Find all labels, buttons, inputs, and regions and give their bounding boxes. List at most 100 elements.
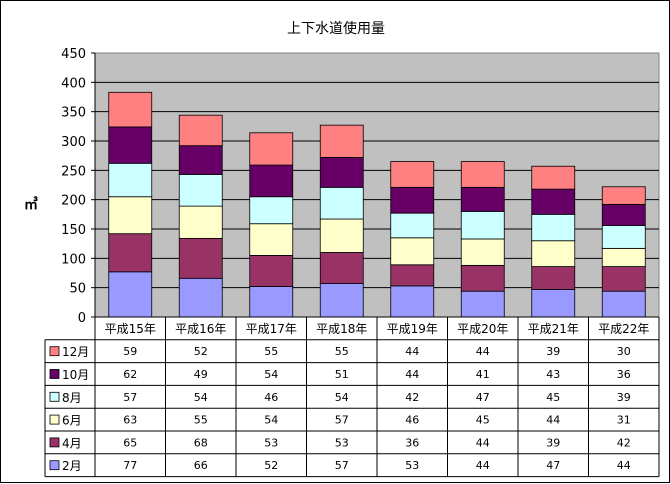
table-value: 36 xyxy=(617,368,631,381)
bar-segment xyxy=(108,91,153,128)
table-value: 49 xyxy=(194,368,208,381)
table-value: 31 xyxy=(617,414,631,427)
bar-segment xyxy=(390,264,435,287)
bar-segment xyxy=(390,212,435,239)
bar-segment xyxy=(531,266,576,290)
legend-swatch xyxy=(49,346,60,357)
table-value: 47 xyxy=(476,391,490,404)
bar-segment xyxy=(108,196,153,235)
bar-segment xyxy=(108,126,153,164)
bar-segment xyxy=(531,213,576,242)
bar-segment xyxy=(319,157,364,188)
table-value: 46 xyxy=(405,414,419,427)
table-value: 54 xyxy=(264,368,278,381)
data-table: 平成15年 平成16年 平成17年 平成18年 平成19年 平成20年 平成21年 平成22年… xyxy=(44,316,660,478)
y-tick-label: 250 xyxy=(61,164,86,179)
table-value: 68 xyxy=(194,436,208,449)
x-category-label: 平成19年 xyxy=(387,322,438,336)
bar-segment xyxy=(249,164,294,198)
plot-area: 0 50 100 150 200 250 300 350 400 450 xyxy=(61,47,660,326)
legend-label: 2月 xyxy=(62,459,82,473)
x-category-label: 平成17年 xyxy=(246,322,297,336)
table-value: 57 xyxy=(123,391,137,404)
legend-label: 12月 xyxy=(62,345,89,359)
bar-segment xyxy=(319,283,364,318)
legend-swatch xyxy=(49,460,60,471)
table-value: 51 xyxy=(335,368,349,381)
bar-segment xyxy=(460,290,505,318)
bar-segment xyxy=(531,289,576,318)
table-value: 39 xyxy=(617,391,631,404)
bar-segment xyxy=(178,277,223,318)
bar-segment xyxy=(108,233,153,273)
y-tick-label: 50 xyxy=(69,282,86,297)
legend-swatch xyxy=(49,414,60,425)
y-tick-label: 100 xyxy=(61,252,86,267)
bar-segment xyxy=(460,186,505,212)
bar-segment xyxy=(390,237,435,266)
x-category-label: 平成21年 xyxy=(528,322,579,336)
bar-segment xyxy=(108,162,153,198)
bar-segment xyxy=(319,186,364,220)
bar-segment xyxy=(460,210,505,240)
bar-segment xyxy=(601,266,646,292)
bar-segment xyxy=(531,165,576,190)
table-value: 42 xyxy=(405,391,419,404)
y-tick-label: 400 xyxy=(61,76,86,91)
legend-label: 4月 xyxy=(62,436,82,450)
table-value: 36 xyxy=(405,436,419,449)
legend-swatch xyxy=(49,369,60,379)
table-value: 43 xyxy=(546,368,560,381)
chart-title: 上下水道使用量 xyxy=(287,20,385,37)
table-value: 52 xyxy=(264,459,278,472)
bar-segment xyxy=(319,218,364,253)
y-tick-label: 200 xyxy=(61,194,86,209)
table-value: 53 xyxy=(405,459,419,472)
table-value: 63 xyxy=(123,414,137,427)
table-value: 44 xyxy=(405,368,419,381)
table-value: 44 xyxy=(476,436,490,449)
bar-segment xyxy=(249,132,294,166)
bar-segment xyxy=(601,290,646,318)
y-tick-label: 150 xyxy=(61,223,86,238)
legend-swatch xyxy=(49,391,60,402)
y-axis-label: ㎥ xyxy=(24,196,38,213)
table-value: 41 xyxy=(476,368,490,381)
bar-segment xyxy=(249,254,294,287)
bar-segment xyxy=(460,161,505,188)
bar-segment xyxy=(460,264,505,292)
bar-segment xyxy=(390,161,435,188)
table-value: 44 xyxy=(617,459,631,472)
table-value: 44 xyxy=(405,345,419,358)
bar-segment xyxy=(460,238,505,266)
bar-segment xyxy=(108,271,153,318)
bar-segment xyxy=(601,203,646,226)
x-category-label: 平成22年 xyxy=(598,322,649,336)
y-tick-label: 0 xyxy=(78,311,86,326)
table-value: 55 xyxy=(335,345,349,358)
table-value: 54 xyxy=(264,414,278,427)
table-value: 46 xyxy=(264,391,278,404)
bar-segment xyxy=(178,205,223,239)
legend-label: 10月 xyxy=(62,368,89,382)
table-value: 59 xyxy=(123,345,137,358)
table-value: 57 xyxy=(335,459,349,472)
table-value: 44 xyxy=(546,414,560,427)
table-value: 47 xyxy=(546,459,560,472)
table-value: 62 xyxy=(123,368,137,381)
x-category-label: 平成15年 xyxy=(105,322,156,336)
table-value: 53 xyxy=(264,436,278,449)
table-value: 65 xyxy=(123,436,137,449)
table-value: 45 xyxy=(476,414,490,427)
y-tick-label: 300 xyxy=(61,135,86,150)
bar-segment xyxy=(319,252,364,284)
bar-segment xyxy=(249,223,294,256)
table-value: 45 xyxy=(546,391,560,404)
y-tick-label: 350 xyxy=(61,106,86,121)
legend-label: 6月 xyxy=(62,414,82,428)
table-value: 44 xyxy=(476,459,490,472)
bar-segment xyxy=(601,225,646,249)
bar-segment xyxy=(531,188,576,215)
bar-segment xyxy=(178,114,223,147)
